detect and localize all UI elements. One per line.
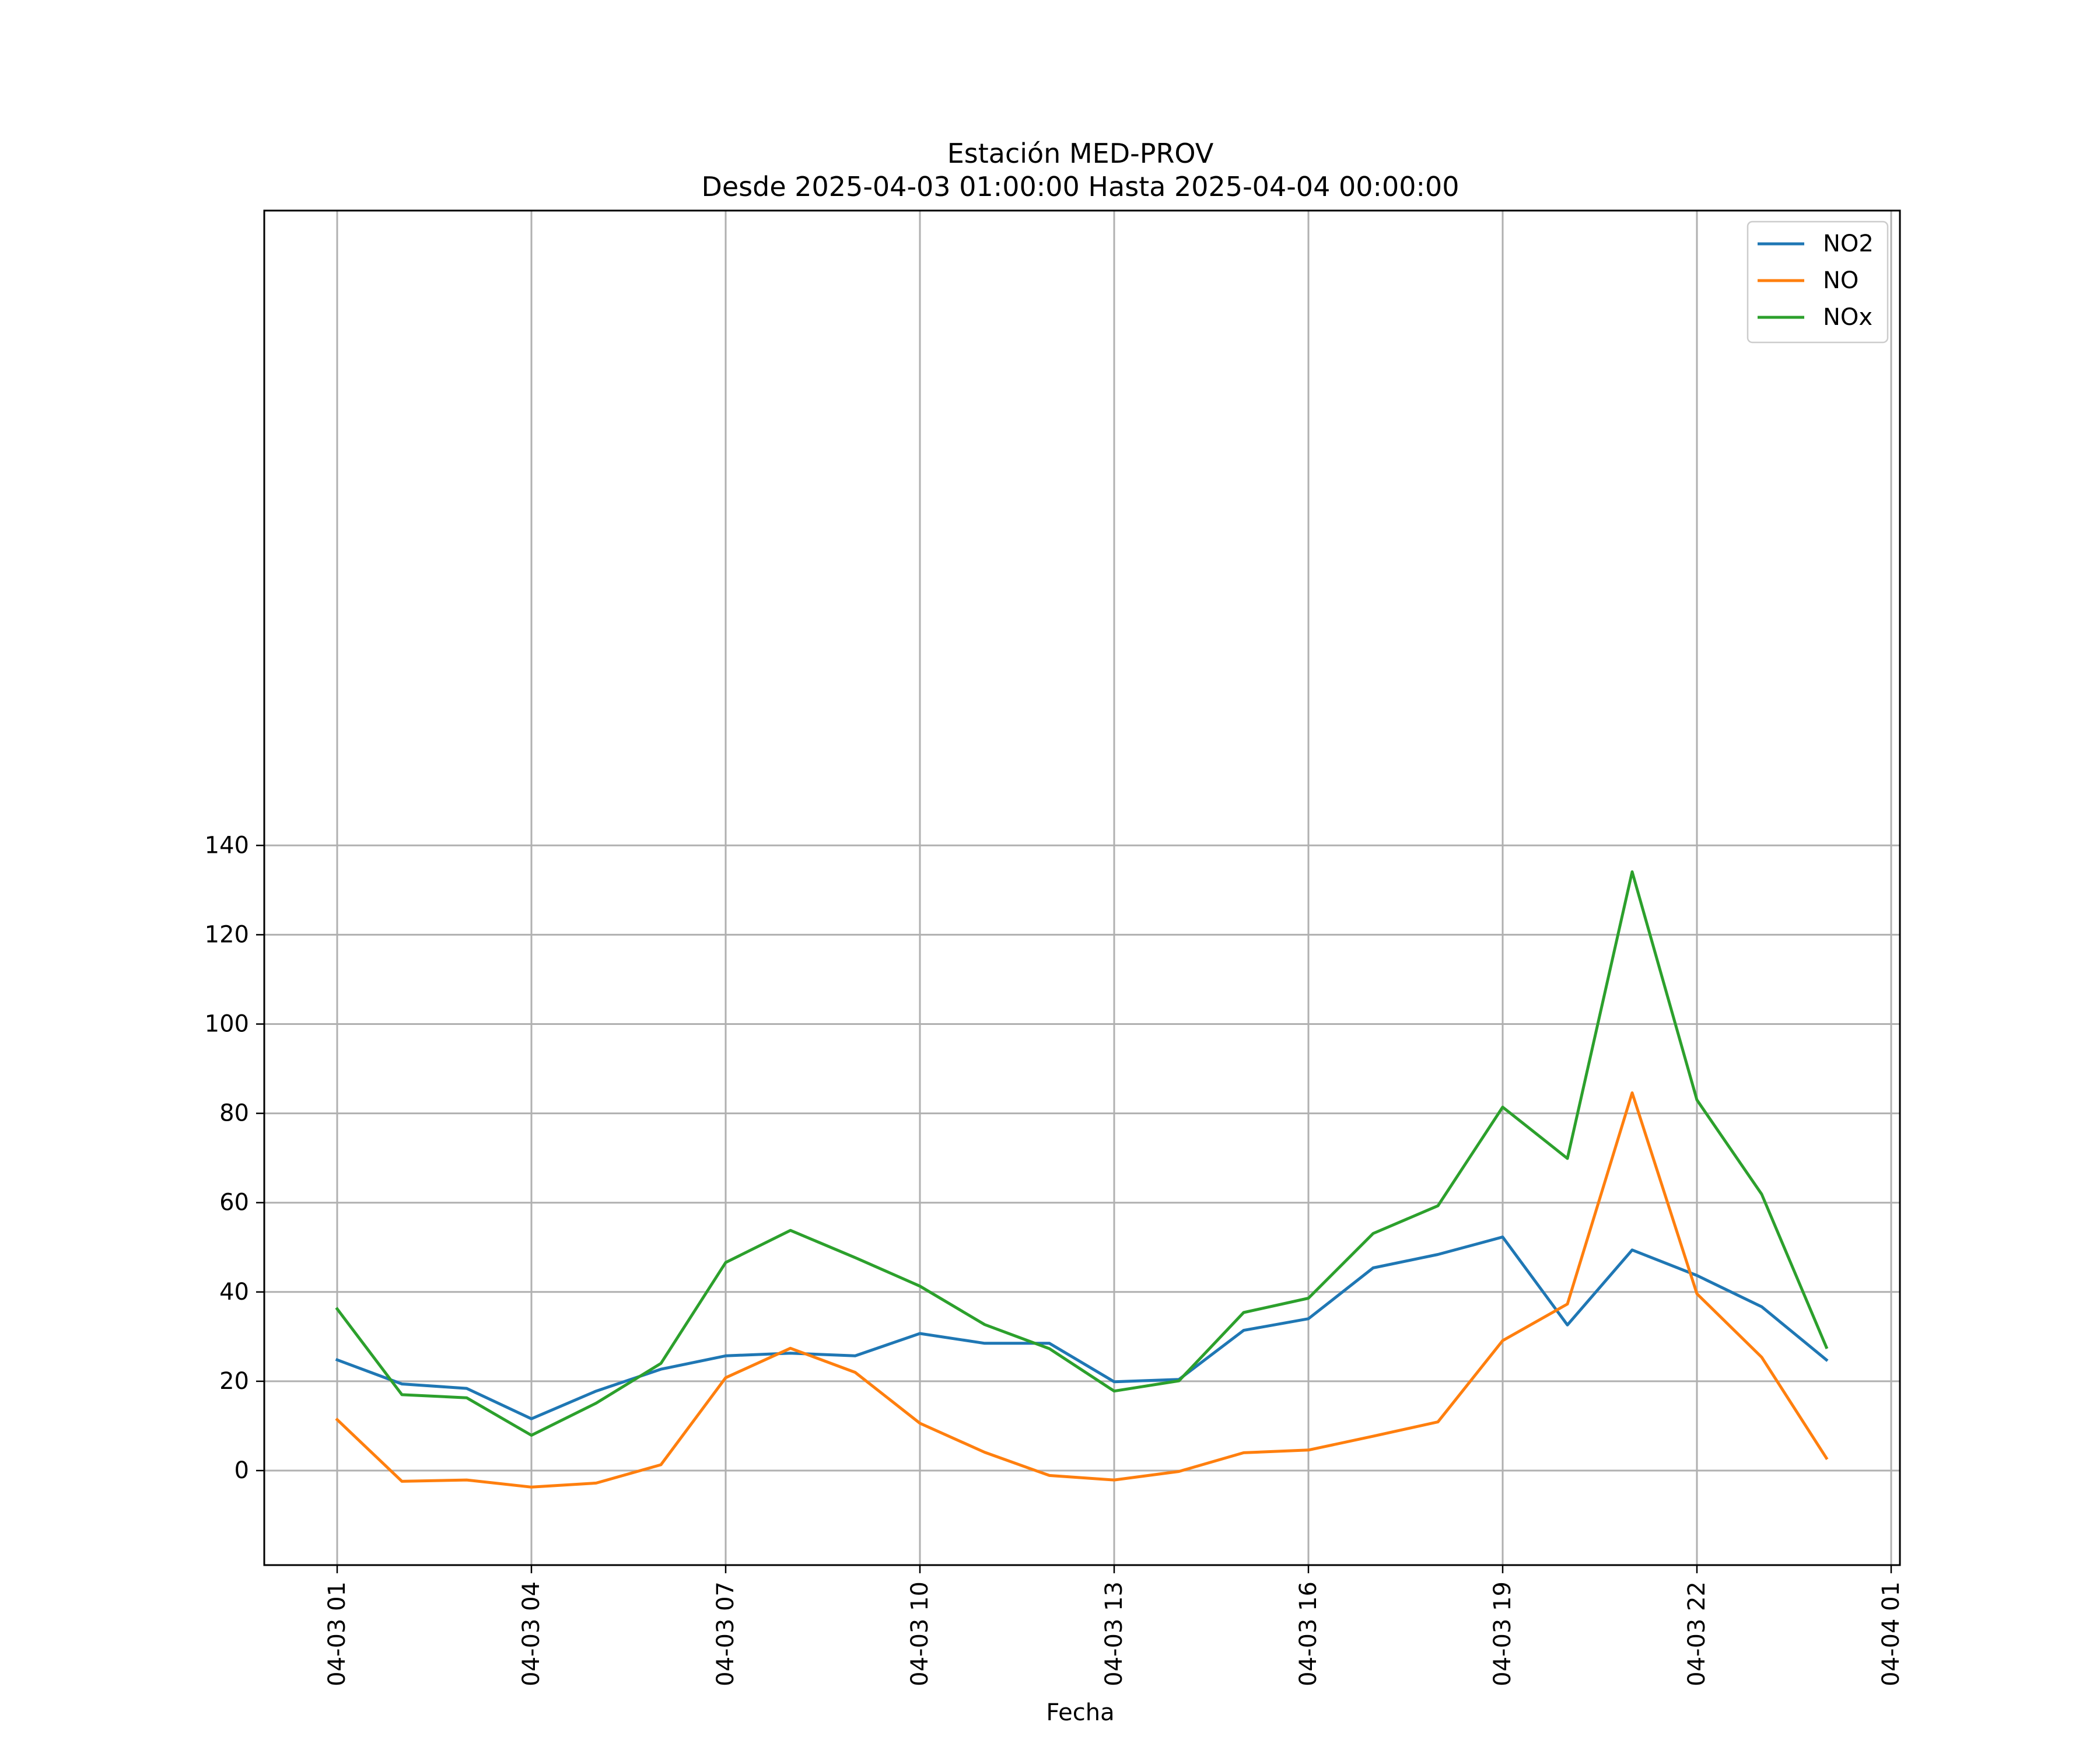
x-tick-label: 04-03 10 xyxy=(907,1581,933,1686)
x-tick-label: 04-03 07 xyxy=(712,1581,739,1686)
plot-frame xyxy=(263,209,1901,1566)
legend-box xyxy=(1746,220,1889,344)
y-tick-label: 0 xyxy=(235,1457,249,1484)
legend-label-no: NO xyxy=(1823,267,1859,294)
y-tick-label: 120 xyxy=(205,921,249,948)
chart-subtitle: Desde 2025-04-03 01:00:00 Hasta 2025-04-… xyxy=(701,171,1459,202)
series-line-nox xyxy=(335,870,1829,1437)
legend-label-nox: NOx xyxy=(1823,304,1873,331)
chart-title: Estación MED-PROV xyxy=(947,138,1214,169)
y-tick-label: 60 xyxy=(219,1189,249,1216)
x-tick-label: 04-04 01 xyxy=(1878,1581,1905,1686)
y-tick-label: 140 xyxy=(205,832,249,859)
x-tick-label: 04-03 16 xyxy=(1295,1581,1322,1686)
legend: NO2 NO NOx xyxy=(1746,220,1889,344)
y-axis-ticks: 0 20 40 60 80 100 120 140 xyxy=(205,832,264,1484)
y-tick-label: 80 xyxy=(219,1100,249,1127)
series-line-no xyxy=(335,1091,1829,1489)
series-lines xyxy=(335,870,1829,1489)
x-tick-label: 04-03 13 xyxy=(1101,1581,1128,1686)
y-tick-label: 20 xyxy=(219,1368,249,1395)
y-tick-label: 100 xyxy=(205,1011,249,1038)
legend-label-no2: NO2 xyxy=(1823,230,1874,257)
series-line-no2 xyxy=(335,1236,1829,1420)
x-tick-label: 04-03 01 xyxy=(324,1581,351,1686)
y-tick-label: 40 xyxy=(219,1279,249,1306)
x-axis-label: Fecha xyxy=(1046,1699,1114,1726)
x-tick-label: 04-03 19 xyxy=(1489,1581,1516,1686)
x-tick-label: 04-03 04 xyxy=(518,1581,545,1686)
x-axis-ticks: 04-03 01 04-03 04 04-03 07 04-03 10 04-03 13… xyxy=(324,1565,1905,1686)
x-tick-label: 04-03 22 xyxy=(1684,1581,1710,1686)
